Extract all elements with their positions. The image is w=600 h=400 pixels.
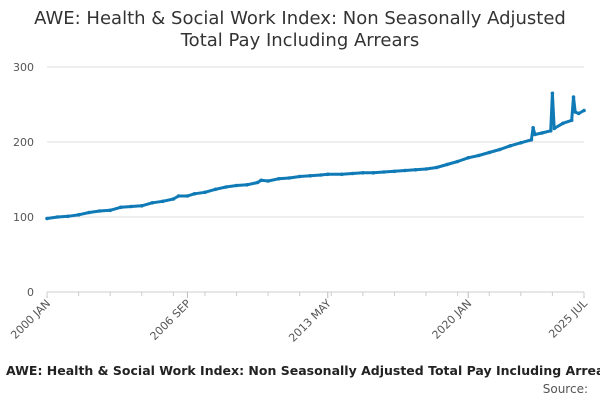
y-axis-ticks: 0 100 200 300 (13, 61, 34, 299)
data-point (45, 216, 49, 221)
data-point (150, 201, 155, 205)
x-axis: 2000 JAN 2006 SEP 2013 MAY 2020 JAN 2025 JUL (8, 291, 591, 345)
data-point (97, 209, 102, 213)
x-tick-label: 2006 SEP (148, 297, 194, 343)
data-point (561, 121, 565, 126)
x-tick-label: 2025 JUL (546, 296, 590, 340)
data-point (571, 95, 576, 99)
data-point (498, 147, 502, 152)
chart-title-line-2: Total Pay Including Arrears (180, 30, 420, 51)
data-point (308, 174, 313, 178)
data-point (326, 172, 330, 177)
data-point (55, 215, 60, 219)
data-point (392, 169, 397, 174)
data-point (533, 132, 537, 137)
data-point (487, 150, 492, 155)
data-point (548, 129, 553, 133)
data-point (245, 183, 249, 187)
y-tick-label: 200 (13, 136, 34, 149)
data-point (87, 210, 91, 215)
data-point (582, 108, 586, 113)
data-point (403, 168, 407, 173)
data-point (255, 180, 260, 185)
data-point (108, 208, 112, 213)
data-point (266, 179, 270, 183)
data-point (434, 165, 439, 170)
y-tick-label: 0 (27, 286, 34, 299)
data-point (276, 177, 281, 181)
data-point (340, 172, 344, 177)
data-point (573, 110, 577, 114)
data-point (297, 174, 302, 179)
data-point (234, 183, 239, 188)
data-point (445, 162, 449, 167)
data-point (118, 205, 123, 210)
data-point (171, 197, 176, 201)
data-point (382, 170, 386, 174)
data-point (319, 173, 323, 177)
data-point (569, 118, 574, 123)
data-point (185, 194, 190, 198)
data-point (466, 156, 471, 160)
data-point (550, 91, 555, 96)
data-point (176, 194, 181, 198)
series-line (45, 91, 586, 220)
data-point (224, 185, 228, 189)
data-point (259, 178, 263, 183)
data-point (76, 213, 81, 217)
data-point (287, 176, 292, 180)
data-point (455, 159, 460, 164)
series-layer (45, 91, 586, 221)
data-point (519, 141, 523, 145)
data-point (161, 199, 165, 204)
data-point (531, 126, 535, 130)
data-point (576, 111, 581, 116)
data-point (192, 192, 197, 196)
data-point (476, 153, 481, 158)
chart-title-line-1: AWE: Health & Social Work Index: Non Sea… (34, 8, 566, 29)
data-point (361, 171, 365, 175)
y-tick-label: 100 (13, 211, 34, 224)
data-point (508, 144, 513, 148)
data-point (371, 171, 376, 175)
x-tick-label: 2020 JAN (430, 297, 475, 342)
data-point (424, 167, 428, 171)
grid-lines (47, 66, 584, 218)
y-tick-label: 300 (13, 61, 34, 74)
x-tick-label: 2000 JAN (8, 297, 53, 342)
data-point (129, 204, 133, 209)
data-point (203, 190, 207, 195)
data-point (213, 187, 218, 192)
data-point (413, 168, 418, 172)
chart-caption: AWE: Health & Social Work Index: Non Sea… (6, 363, 600, 378)
data-point (66, 214, 70, 219)
source-label: Source: (542, 382, 588, 396)
data-point (140, 204, 144, 208)
data-point (529, 138, 534, 142)
data-point (540, 131, 544, 135)
x-tick-label: 2013 MAY (286, 297, 334, 345)
data-point (552, 126, 556, 131)
data-point (350, 171, 355, 176)
